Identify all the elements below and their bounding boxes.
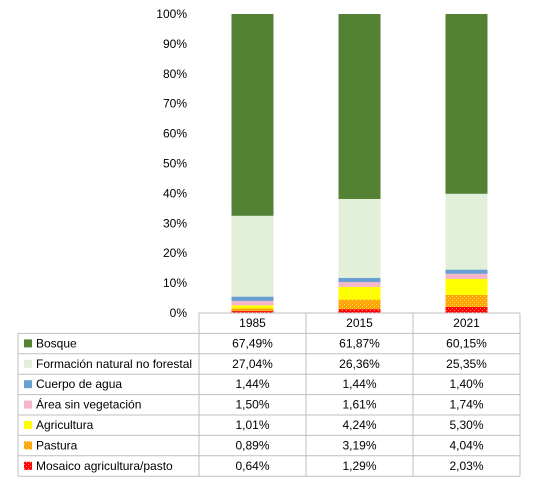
y-tick-label: 90%: [163, 37, 187, 51]
legend-entry: Bosque: [36, 336, 77, 350]
x-category-label: 2021: [453, 316, 480, 330]
legend-entry: Pastura: [36, 438, 78, 452]
legend-entry: Formación natural no forestal: [36, 357, 192, 371]
data-label: 1,74%: [449, 398, 483, 412]
y-tick-label: 10%: [163, 276, 187, 290]
data-label: 0,64%: [235, 459, 269, 473]
data-label: 60,15%: [446, 336, 487, 350]
data-label: 1,50%: [235, 398, 269, 412]
bar-segment: [338, 309, 381, 313]
legend-swatch: [24, 400, 32, 409]
data-label: 1,40%: [449, 377, 483, 391]
y-tick-label: 20%: [163, 246, 187, 260]
bar-segment: [445, 306, 488, 313]
y-tick-label: 50%: [163, 157, 187, 171]
bar-segment: [445, 279, 488, 295]
data-label: 1,44%: [235, 377, 269, 391]
data-label: 25,35%: [446, 357, 487, 371]
data-table: 1985 2015 2021 Bosque 67,49% 61,87% 60,15% Form…: [17, 312, 521, 477]
bar-segment: [445, 193, 488, 270]
bar-segment: [338, 198, 381, 278]
bar-segment: [338, 277, 381, 283]
x-category-label: 2015: [346, 316, 373, 330]
y-tick-label: 30%: [163, 216, 187, 230]
data-label: 1,29%: [342, 459, 376, 473]
bar-segment: [338, 286, 381, 300]
bar-segment: [231, 13, 274, 216]
y-tick-label: 70%: [163, 97, 187, 111]
data-label: 1,44%: [342, 377, 376, 391]
data-label: 26,36%: [339, 357, 380, 371]
y-tick-label: 40%: [163, 186, 187, 200]
bar-segment: [338, 14, 381, 199]
legend-swatch: [24, 461, 32, 470]
data-label: 67,49%: [232, 336, 273, 350]
bar-segment: [338, 282, 381, 287]
data-label: 1,61%: [342, 398, 376, 412]
data-label: 1,01%: [235, 418, 269, 432]
bar-segment: [445, 269, 488, 274]
legend-entry: Agricultura: [36, 418, 94, 432]
y-tick-label: 100%: [156, 7, 187, 21]
data-label: 2,03%: [449, 459, 483, 473]
y-tick-label: 80%: [163, 67, 187, 81]
bar-segment: [231, 300, 274, 306]
bar-segment: [231, 308, 274, 312]
x-category-label: 1985: [239, 316, 266, 330]
bars: [231, 13, 488, 313]
y-axis: 0% 10% 20% 30% 40% 50% 60% 70% 80% 90% 100%: [156, 7, 187, 320]
bar-segment: [445, 273, 488, 280]
legend-swatch: [24, 421, 32, 429]
bar-segment: [445, 294, 488, 307]
bar-segment: [231, 296, 274, 301]
y-tick-label: 0%: [170, 306, 188, 320]
bar-segment: [338, 299, 381, 310]
data-label: 5,30%: [449, 418, 483, 432]
bar-segment: [231, 305, 274, 309]
y-tick-label: 60%: [163, 127, 187, 141]
data-label: 0,89%: [235, 438, 269, 452]
legend-entry: Mosaico agricultura/pasto: [36, 459, 173, 473]
legend-swatch: [24, 339, 32, 348]
legend-swatch: [24, 359, 32, 368]
data-label: 4,24%: [342, 418, 376, 432]
bar-segment: [231, 215, 274, 297]
bar-segment: [445, 13, 488, 194]
legend-swatch: [24, 380, 32, 389]
data-label: 4,04%: [449, 438, 483, 452]
legend-swatch: [24, 441, 32, 450]
data-label: 3,19%: [342, 438, 376, 452]
legend-entry: Cuerpo de agua: [36, 377, 122, 391]
data-label: 61,87%: [339, 336, 380, 350]
data-label: 27,04%: [232, 357, 273, 371]
legend-entry: Área sin vegetación: [36, 397, 141, 412]
bar-segment: [231, 311, 274, 313]
